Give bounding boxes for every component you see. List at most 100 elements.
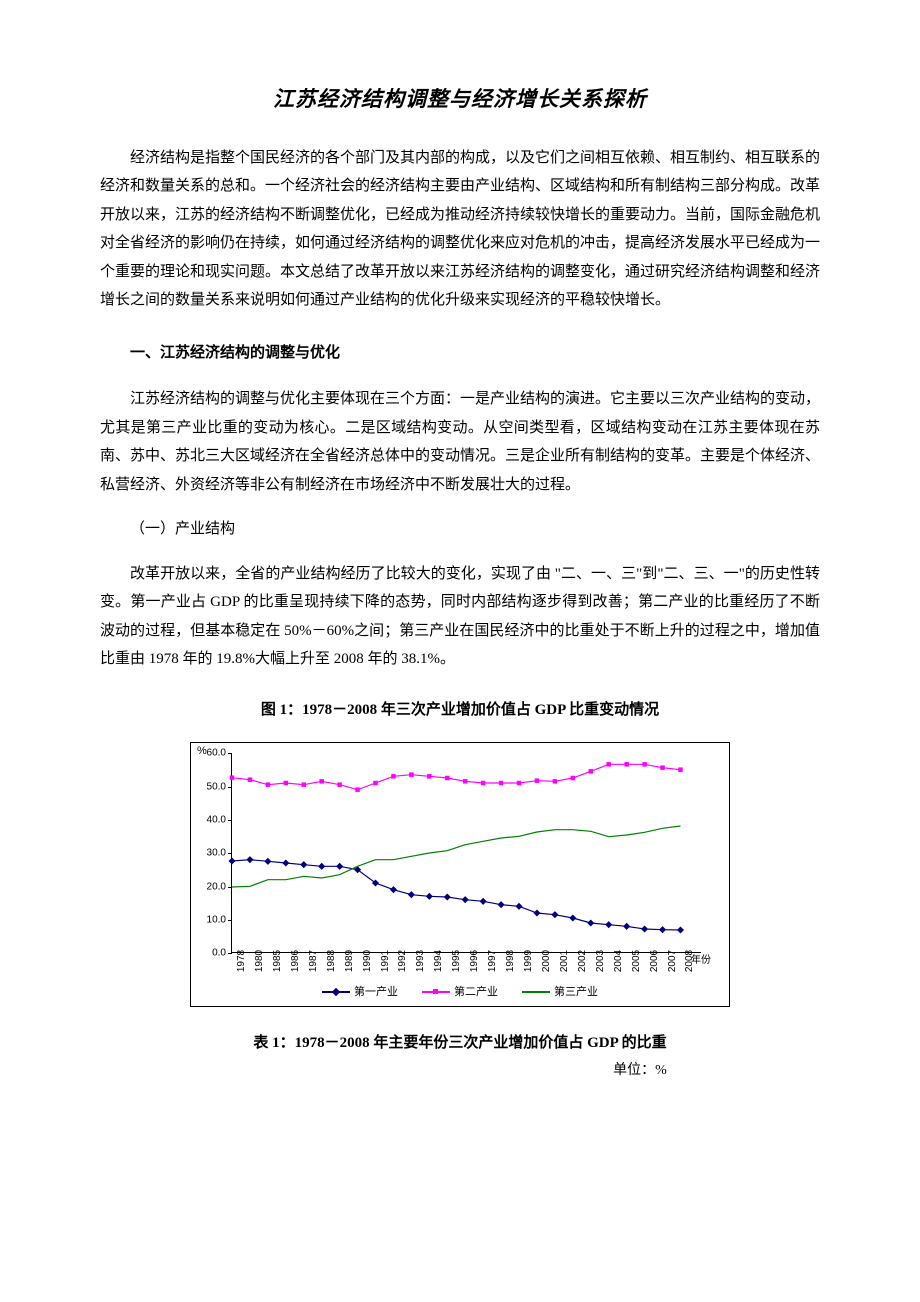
legend-line-swatch [422, 991, 450, 993]
chart-marker [553, 779, 558, 784]
chart-marker [515, 903, 522, 910]
chart-x-tick-label: 1999 [519, 950, 538, 972]
chart-marker [535, 779, 540, 784]
chart-x-tick-label: 1995 [447, 950, 466, 972]
chart-marker [336, 863, 343, 870]
chart-marker [282, 860, 289, 867]
chart-x-tick-label: 2005 [627, 950, 646, 972]
paragraph-intro: 经济结构是指整个国民经济的各个部门及其内部的构成，以及它们之间相互依赖、相互制约… [100, 144, 820, 315]
legend-item: 第二产业 [422, 982, 498, 1003]
chart-marker [373, 781, 378, 786]
chart-marker [571, 776, 576, 781]
chart-x-tick-label: 1998 [501, 950, 520, 972]
chart-marker [355, 788, 360, 793]
chart-y-tick-label: 50.0 [196, 777, 226, 796]
chart-marker [499, 781, 504, 786]
chart-x-tick-label: 1980 [250, 950, 269, 972]
chart-marker [230, 776, 235, 781]
chart-marker [319, 779, 324, 784]
chart-x-tick-label: 1991 [376, 950, 395, 972]
chart-marker [426, 893, 433, 900]
chart-x-tick-label: 1994 [429, 950, 448, 972]
chart-marker [284, 781, 289, 786]
chart-marker [606, 762, 611, 767]
chart-y-tick-label: 30.0 [196, 844, 226, 863]
chart-x-tick-label: 2007 [663, 950, 682, 972]
chart-y-tick [228, 820, 232, 821]
chart-marker [678, 768, 683, 773]
chart-marker [462, 897, 469, 904]
chart-marker [264, 858, 271, 865]
chart-x-tick-label: 2003 [591, 950, 610, 972]
chart-marker [228, 858, 235, 865]
chart-marker [605, 922, 612, 929]
chart-y-tick-label: 60.0 [196, 744, 226, 763]
paragraph-subsection1: 改革开放以来，全省的产业结构经历了比较大的变化，实现了由 "二、一、三"到"二、… [100, 560, 820, 674]
table-caption: 表 1：1978－2008 年主要年份三次产业增加价值占 GDP 的比重 [100, 1029, 820, 1058]
chart-x-tick-label: 1997 [483, 950, 502, 972]
chart-y-tick-label: 0.0 [196, 944, 226, 963]
chart-marker [337, 783, 342, 788]
legend-marker-icon [433, 989, 438, 994]
chart-marker [248, 778, 253, 783]
chart-y-tick [228, 887, 232, 888]
chart-y-tick-label: 40.0 [196, 811, 226, 830]
chart-marker [517, 781, 522, 786]
chart-marker [391, 774, 396, 779]
chart-marker [659, 927, 666, 934]
table-unit: 单位：% [100, 1058, 820, 1085]
chart-y-tick-label: 10.0 [196, 911, 226, 930]
chart-y-tick-label: 20.0 [196, 877, 226, 896]
chart-series-line [232, 765, 680, 790]
chart-marker [300, 862, 307, 869]
legend-label: 第三产业 [554, 982, 598, 1003]
chart-marker [677, 927, 684, 934]
chart-x-tick-label: 2006 [645, 950, 664, 972]
chart-marker [641, 926, 648, 933]
chart-marker [445, 776, 450, 781]
chart-marker [463, 779, 468, 784]
chart-x-tick-label: 2001 [555, 950, 574, 972]
chart-marker [480, 898, 487, 905]
chart-marker [246, 857, 253, 864]
chart-x-tick-label: 1989 [340, 950, 359, 972]
chart-x-tick-label: 1990 [358, 950, 377, 972]
legend-line-swatch [522, 991, 550, 993]
chart-box: % 年份 0.010.020.030.040.050.060.019781980… [190, 742, 730, 1007]
chart-y-tick [228, 787, 232, 788]
chart-caption: 图 1：1978－2008 年三次产业增加价值占 GDP 比重变动情况 [100, 696, 820, 725]
chart-marker [623, 923, 630, 930]
chart-marker [318, 863, 325, 870]
chart-marker [266, 783, 271, 788]
chart-x-tick-label: 1992 [393, 950, 412, 972]
chart-x-tick-label: 2002 [573, 950, 592, 972]
chart-marker [587, 920, 594, 927]
chart-marker [551, 912, 558, 919]
chart-marker [498, 902, 505, 909]
chart-series-line [232, 826, 680, 887]
chart-x-tick-label: 1988 [322, 950, 341, 972]
chart-marker [481, 781, 486, 786]
chart-svg [232, 753, 701, 952]
chart-marker [533, 910, 540, 917]
legend-line-swatch [322, 991, 350, 993]
chart-marker [427, 774, 432, 779]
chart-marker [409, 773, 414, 778]
chart-marker [624, 762, 629, 767]
chart-container: % 年份 0.010.020.030.040.050.060.019781980… [100, 742, 820, 1007]
chart-x-tick-label: 1987 [304, 950, 323, 972]
legend-item: 第一产业 [322, 982, 398, 1003]
document-title: 江苏经济结构调整与经济增长关系探析 [100, 80, 820, 120]
chart-marker [408, 892, 415, 899]
chart-x-tick-label: 1985 [268, 950, 287, 972]
paragraph-section1: 江苏经济结构的调整与优化主要体现在三个方面：一是产业结构的演进。它主要以三次产业… [100, 385, 820, 499]
chart-x-tick-label: 1993 [411, 950, 430, 972]
chart-y-tick [228, 853, 232, 854]
chart-x-tick-label: 1978 [232, 950, 251, 972]
section-1-heading: 一、江苏经济结构的调整与优化 [100, 339, 820, 368]
chart-y-tick [228, 753, 232, 754]
chart-series-line [232, 860, 680, 930]
legend-label: 第二产业 [454, 982, 498, 1003]
chart-x-tick-label: 2008 [680, 950, 699, 972]
chart-marker [390, 887, 397, 894]
